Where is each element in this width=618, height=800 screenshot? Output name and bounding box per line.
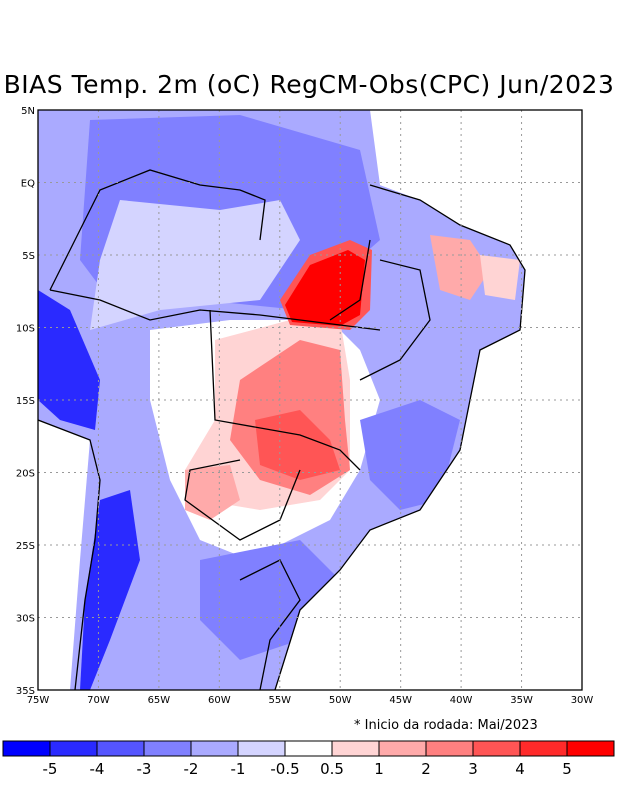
map-frame <box>37 109 583 691</box>
run-start-note: * Inicio da rodada: Mai/2023 <box>354 718 538 733</box>
region-hot-core <box>285 250 365 326</box>
lon-label: 65W <box>148 695 171 706</box>
lon-label: 55W <box>268 695 291 706</box>
colorbar-swatch <box>566 740 615 757</box>
lat-label: 35S <box>16 686 35 697</box>
region-west-blue <box>38 290 100 430</box>
region-ne-red <box>430 235 490 300</box>
colorbar-swatch <box>519 740 568 757</box>
region-east-blue <box>360 400 460 510</box>
lat-label: 15S <box>16 396 35 407</box>
colorbar-label: 5 <box>562 760 572 778</box>
grid-lines <box>38 110 582 690</box>
colorbar-label: 1 <box>374 760 384 778</box>
lat-label: EQ <box>21 179 35 190</box>
lat-label: 10S <box>16 324 35 335</box>
colorbar-label: -0.5 <box>270 760 299 778</box>
colorbar-swatch <box>472 740 521 757</box>
lat-label: 20S <box>16 469 35 480</box>
colorbar-swatch <box>190 740 239 757</box>
region-ocean <box>275 110 582 690</box>
colorbar-swatch <box>284 740 333 757</box>
lon-label: 50W <box>329 695 352 706</box>
colorbar-label: 0.5 <box>320 760 344 778</box>
colorbar-swatch <box>378 740 427 757</box>
region-para-red <box>185 465 240 520</box>
lat-label: 5N <box>21 106 35 117</box>
colorbar-label: -3 <box>137 760 152 778</box>
region-white <box>90 200 300 330</box>
colorbar-label: -5 <box>43 760 58 778</box>
colorbar-swatch <box>2 740 51 757</box>
country-borders <box>38 169 526 690</box>
lat-label: 30S <box>16 614 35 625</box>
lon-label: 30W <box>571 695 594 706</box>
colorbar-label: 3 <box>468 760 478 778</box>
lon-label: 75W <box>27 695 50 706</box>
region-pacific <box>38 420 90 690</box>
colorbar-swatch <box>49 740 98 757</box>
colorbar-label: -2 <box>184 760 199 778</box>
colorbar-swatch <box>331 740 380 757</box>
map-title: BIAS Temp. 2m (oC) RegCM-Obs(CPC) Jun/20… <box>3 70 615 99</box>
lat-label: 25S <box>16 541 35 552</box>
region-ne-pink <box>480 255 520 300</box>
lat-label: 5S <box>22 251 35 262</box>
colorbar-swatch <box>96 740 145 757</box>
colorbar-label: -4 <box>90 760 105 778</box>
colorbar-swatch <box>237 740 286 757</box>
lon-label: 35W <box>510 695 533 706</box>
lon-label: 40W <box>450 695 473 706</box>
colorbar-label: -1 <box>231 760 246 778</box>
lon-label: 45W <box>389 695 412 706</box>
lon-label: 60W <box>208 695 231 706</box>
colorbar-label: 2 <box>421 760 431 778</box>
colorbar-label: 4 <box>515 760 525 778</box>
colorbar-swatch <box>425 740 474 757</box>
region-red-strong <box>255 410 340 480</box>
colorbar-swatch <box>143 740 192 757</box>
lon-label: 70W <box>87 695 110 706</box>
